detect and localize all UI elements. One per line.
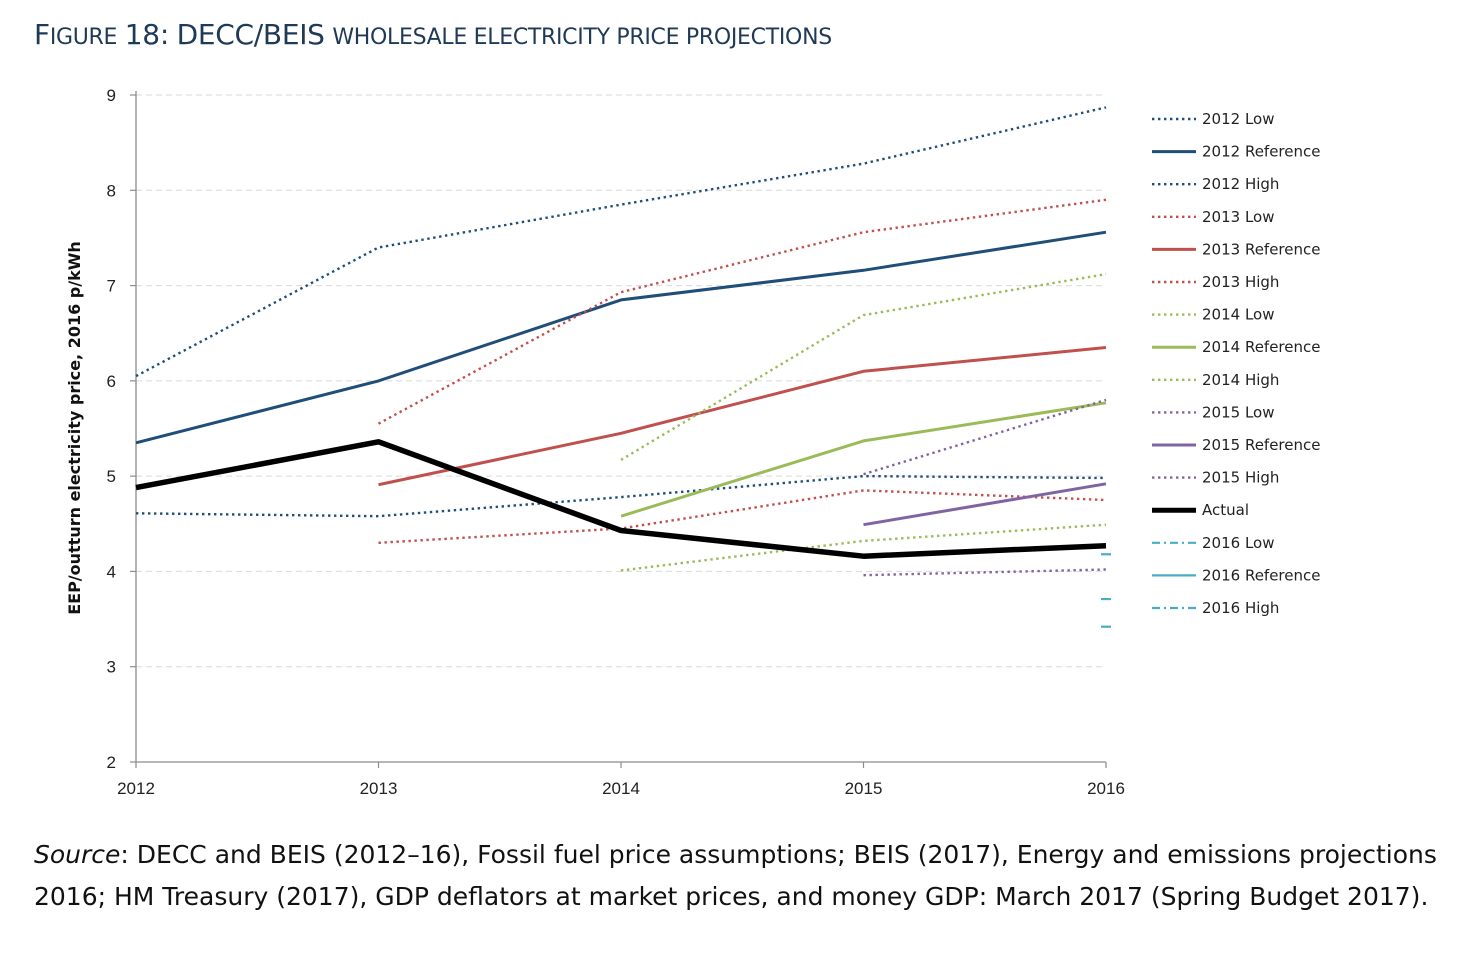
legend-item-2015-low: 2015 Low bbox=[1152, 403, 1274, 421]
legend-item-2012-reference: 2012 Reference bbox=[1152, 143, 1320, 161]
legend-label: 2012 High bbox=[1202, 175, 1279, 193]
x-tick-label: 2015 bbox=[845, 779, 883, 798]
series-line-2014-reference bbox=[620, 401, 1107, 518]
figure-title: FIGURE 18: DECC/BEIS WHOLESALE ELECTRICI… bbox=[34, 18, 832, 51]
legend-item-2014-high: 2014 High bbox=[1152, 371, 1279, 389]
legend-label: 2012 Reference bbox=[1202, 143, 1320, 161]
chart-series bbox=[135, 106, 1111, 628]
legend-item-2014-reference: 2014 Reference bbox=[1152, 338, 1320, 356]
x-tick-label: 2014 bbox=[602, 779, 640, 798]
legend-label: 2013 Low bbox=[1202, 208, 1274, 226]
series-line-2012-low bbox=[135, 474, 1107, 518]
legend-label: Actual bbox=[1202, 501, 1249, 519]
x-tick-label: 2012 bbox=[117, 779, 155, 798]
y-axis-title: EEP/outturn electricity price, 2016 p/kW… bbox=[65, 241, 84, 615]
legend-item-2015-high: 2015 High bbox=[1152, 469, 1279, 487]
y-tick-label: 4 bbox=[107, 562, 116, 581]
chart-legend: 2012 Low 2012 Reference 2012 High 2013 Low 2… bbox=[1152, 110, 1320, 617]
title-rest: WHOLESALE ELECTRICITY PRICE PROJECTIONS bbox=[332, 25, 832, 50]
series-line-2013-low bbox=[378, 489, 1107, 544]
legend-item-2016-low: 2016 Low bbox=[1152, 534, 1274, 552]
chart-gridlines bbox=[136, 94, 1106, 668]
legend-label: 2014 High bbox=[1202, 371, 1279, 389]
legend-item-2013-reference: 2013 Reference bbox=[1152, 240, 1320, 258]
series-line-2013-high bbox=[377, 198, 1107, 425]
legend-label: 2016 Low bbox=[1202, 534, 1274, 552]
x-tick-label: 2013 bbox=[360, 779, 398, 798]
series-line-2012-high bbox=[135, 106, 1107, 378]
legend-item-2012-low: 2012 Low bbox=[1152, 110, 1274, 128]
series-line-2012-reference bbox=[135, 230, 1107, 445]
legend-item-2013-low: 2013 Low bbox=[1152, 208, 1274, 226]
legend-label: 2013 Reference bbox=[1202, 240, 1320, 258]
legend-label: 2015 Low bbox=[1202, 403, 1274, 421]
legend-label: 2012 Low bbox=[1202, 110, 1274, 128]
series-line-actual bbox=[135, 439, 1107, 559]
y-tick-label: 6 bbox=[107, 372, 116, 391]
legend-item-2012-high: 2012 High bbox=[1152, 175, 1279, 193]
legend-label: 2016 Reference bbox=[1202, 566, 1320, 584]
legend-item-2016-high: 2016 High bbox=[1152, 599, 1279, 617]
series-line-2014-high bbox=[620, 272, 1107, 461]
chart-axes: 2 3 4 5 6 7 8 9 2012 2013 2014 2015 2016 bbox=[107, 86, 1125, 798]
title-prefix-rest: IGURE bbox=[49, 25, 118, 50]
y-tick-label: 5 bbox=[107, 467, 116, 486]
title-org: DECC/BEIS bbox=[176, 18, 325, 51]
series-line-2015-high bbox=[863, 398, 1107, 476]
legend-label: 2016 High bbox=[1202, 599, 1279, 617]
y-tick-label: 3 bbox=[107, 658, 116, 677]
legend-item-2013-high: 2013 High bbox=[1152, 273, 1279, 291]
legend-label: 2015 Reference bbox=[1202, 436, 1320, 454]
y-tick-label: 7 bbox=[107, 277, 116, 296]
series-line-2013-reference bbox=[378, 346, 1107, 487]
legend-item-2014-low: 2014 Low bbox=[1152, 306, 1274, 324]
legend-label: 2014 Low bbox=[1202, 306, 1274, 324]
title-number: 18: bbox=[124, 18, 169, 51]
source-text: : DECC and BEIS (2012–16), Fossil fuel p… bbox=[34, 840, 1437, 911]
y-tick-label: 8 bbox=[107, 181, 116, 200]
legend-item-2015-reference: 2015 Reference bbox=[1152, 436, 1320, 454]
legend-label: 2013 High bbox=[1202, 273, 1279, 291]
legend-item-2016-reference: 2016 Reference bbox=[1152, 566, 1320, 584]
title-prefix-first: F bbox=[34, 18, 50, 51]
series-line-2015-reference bbox=[863, 482, 1107, 527]
legend-item-actual: Actual bbox=[1152, 501, 1249, 519]
legend-label: 2014 Reference bbox=[1202, 338, 1320, 356]
x-tick-label: 2016 bbox=[1087, 779, 1125, 798]
series-line-2015-low bbox=[863, 568, 1107, 577]
y-tick-label: 2 bbox=[107, 753, 116, 772]
source-note: Source: DECC and BEIS (2012–16), Fossil … bbox=[34, 834, 1444, 918]
y-tick-label: 9 bbox=[107, 86, 116, 105]
source-label: Source bbox=[34, 840, 121, 869]
legend-label: 2015 High bbox=[1202, 469, 1279, 487]
